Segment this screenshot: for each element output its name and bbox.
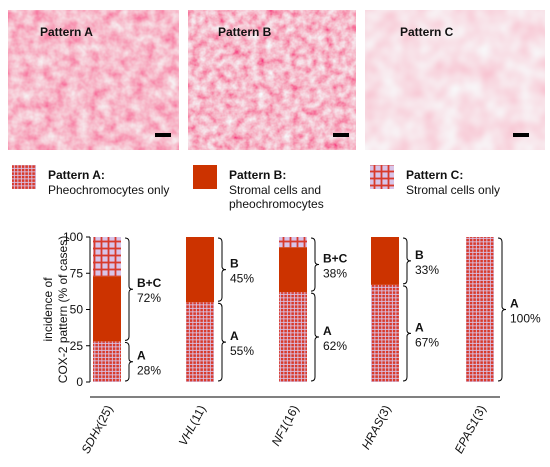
bracket-group: A — [137, 349, 146, 363]
bracket-label: 38% — [323, 267, 347, 281]
panel-label: Pattern B — [218, 25, 272, 39]
bar-segment — [279, 292, 307, 382]
bar-segment — [93, 237, 121, 277]
bracket-label: 28% — [137, 364, 161, 378]
bracket-group: B — [415, 248, 424, 262]
panel-label: Pattern C — [400, 25, 454, 39]
bracket-group: A — [415, 320, 424, 334]
bracket-label: 62% — [323, 339, 347, 353]
bracket — [402, 285, 412, 382]
y-tick-label: 0 — [76, 375, 83, 389]
bracket-group: B+C — [323, 252, 348, 266]
bracket-label: 72% — [137, 291, 161, 305]
panel-label: Pattern A — [40, 25, 93, 39]
bracket — [124, 237, 134, 341]
x-tick-label: NF1(16) — [269, 403, 302, 448]
bracket — [217, 302, 227, 382]
bracket-label: 100% — [510, 312, 541, 326]
panel-image — [365, 10, 545, 150]
legend-swatch — [370, 165, 394, 189]
bar-segment — [93, 276, 121, 342]
panel-image — [188, 10, 356, 150]
bar-segment — [371, 284, 399, 382]
legend-description: Stromal cells and — [229, 183, 321, 197]
bracket-group: B+C — [137, 276, 162, 290]
scale-bar — [513, 133, 529, 137]
x-tick-label: HRAS(3) — [359, 403, 394, 452]
bracket-label: 55% — [230, 344, 254, 358]
bracket — [310, 292, 320, 382]
bracket — [310, 237, 320, 292]
x-tick-label: VHL(11) — [176, 403, 209, 448]
bracket-group: A — [323, 324, 332, 338]
bar-segment — [279, 237, 307, 248]
category-name: EPAS1 — [452, 416, 482, 456]
legend-swatch — [193, 165, 217, 189]
legend-label: Pattern C: — [406, 168, 463, 182]
scale-bar — [155, 133, 171, 137]
legend-swatch — [12, 165, 36, 189]
y-tick-label: 100 — [63, 230, 83, 244]
y-axis-label: COX-2 pattern (% of cases) — [56, 236, 70, 383]
case-count: (25) — [93, 403, 115, 428]
bracket-group: A — [230, 329, 239, 343]
bracket — [124, 341, 134, 382]
bracket — [402, 237, 412, 285]
case-count: (3) — [374, 403, 393, 423]
legend-description: Pheochromocytes only — [48, 183, 169, 197]
case-count: (16) — [279, 403, 301, 428]
y-tick-label: 50 — [70, 303, 84, 317]
x-tick-label: SDHx(25) — [79, 403, 116, 456]
bar-segment — [466, 237, 494, 382]
x-tick-label: EPAS1(3) — [452, 403, 489, 456]
legend-description: pheochromocytes — [229, 197, 324, 211]
bracket-label: 67% — [415, 335, 439, 349]
case-count: (3) — [469, 403, 488, 423]
legend-label: Pattern B: — [229, 168, 286, 182]
legend-label: Pattern A: — [48, 168, 105, 182]
legend-description: Stromal cells only — [406, 183, 500, 197]
bar-segment — [186, 302, 214, 382]
bracket — [497, 237, 507, 382]
bracket-label: 33% — [415, 263, 439, 277]
bar-segment — [371, 237, 399, 285]
bar-segment — [186, 237, 214, 303]
bracket — [217, 237, 227, 302]
bracket-group: A — [510, 297, 519, 311]
y-axis-label: incidence of — [41, 277, 55, 342]
y-tick-label: 25 — [70, 339, 84, 353]
bar-segment — [279, 247, 307, 293]
bracket-group: B — [230, 257, 239, 271]
y-tick-label: 75 — [70, 266, 84, 280]
bracket-label: 45% — [230, 272, 254, 286]
scale-bar — [333, 133, 349, 137]
bar-segment — [93, 341, 121, 382]
histology-panels: Pattern A Pattern B Pattern C — [8, 10, 545, 150]
panel-image — [8, 10, 179, 150]
